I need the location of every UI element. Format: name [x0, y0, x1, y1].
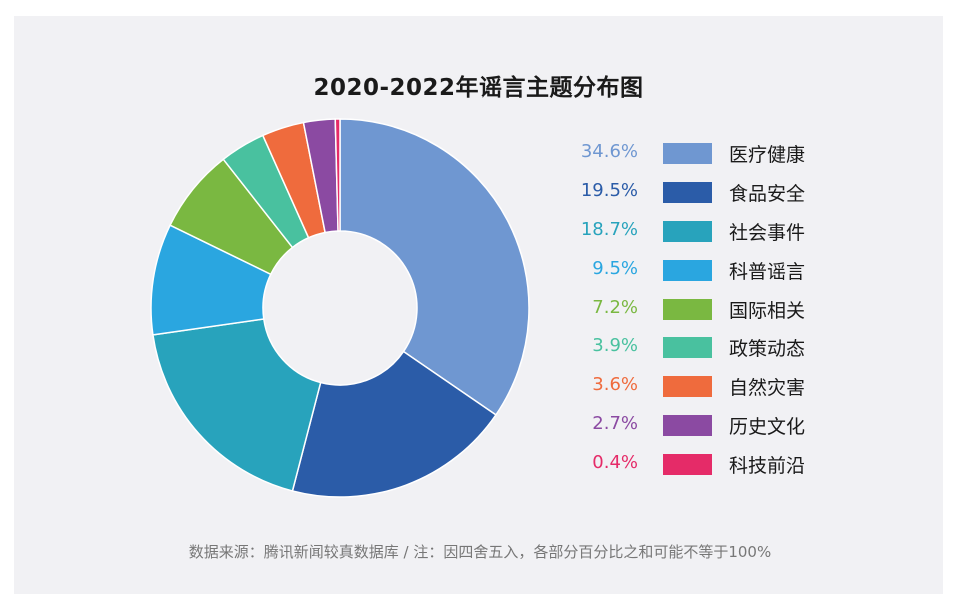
- chart-legend: 34.6% 医疗健康 19.5% 食品安全 18.7% 社会事件 9.5% 科普谣言 7.2% 国…: [560, 139, 860, 489]
- legend-percentage: 19.5%: [580, 179, 638, 201]
- legend-item: 9.5% 科普谣言: [560, 256, 860, 295]
- legend-percentage: 18.7%: [580, 218, 638, 240]
- legend-label: 食品安全: [729, 182, 806, 205]
- legend-swatch: [663, 181, 712, 203]
- donut-slice-1: [339, 118, 530, 416]
- legend-swatch: [663, 220, 712, 242]
- legend-percentage: 3.6%: [592, 374, 638, 396]
- legend-swatch: [663, 415, 712, 437]
- legend-percentage: 9.5%: [592, 257, 638, 279]
- legend-item: 3.9% 政策动态: [560, 333, 860, 372]
- legend-label: 科普谣言: [729, 260, 806, 283]
- legend-item: 3.6% 自然灾害: [560, 372, 860, 411]
- legend-label: 科技前沿: [729, 455, 806, 478]
- legend-swatch: [663, 337, 712, 359]
- legend-item: 18.7% 社会事件: [560, 217, 860, 256]
- legend-swatch: [663, 259, 712, 281]
- donut-slice-3: [152, 318, 322, 492]
- legend-label: 国际相关: [729, 299, 806, 322]
- legend-label: 医疗健康: [729, 144, 806, 166]
- legend-item: 0.4% 科技前沿: [560, 450, 860, 489]
- legend-item: 7.2% 国际相关: [560, 295, 860, 334]
- legend-swatch: [663, 298, 712, 320]
- legend-swatch: [663, 454, 712, 476]
- legend-swatch: [663, 143, 712, 164]
- legend-label: 自然灾害: [729, 377, 806, 400]
- legend-label: 政策动态: [729, 338, 806, 361]
- legend-item: 2.7% 历史文化: [560, 411, 860, 450]
- legend-label: 社会事件: [729, 221, 806, 244]
- chart-title: 2020-2022年谣言主题分布图: [313, 75, 644, 101]
- donut-slice-2: [291, 350, 497, 498]
- legend-percentage: 34.6%: [580, 141, 638, 162]
- source-footnote: 数据来源：腾讯新闻较真数据库 / 注：因四舍五入，各部分百分比之和可能不等于10…: [188, 543, 772, 561]
- donut-chart: [150, 118, 530, 498]
- legend-percentage: 2.7%: [592, 413, 638, 435]
- legend-percentage: 3.9%: [592, 335, 638, 357]
- legend-swatch: [663, 376, 712, 398]
- legend-item: 34.6% 医疗健康: [560, 139, 860, 178]
- legend-label: 历史文化: [729, 416, 806, 439]
- legend-percentage: 7.2%: [592, 296, 638, 318]
- legend-item: 19.5% 食品安全: [560, 178, 860, 217]
- legend-percentage: 0.4%: [592, 452, 638, 474]
- donut-slice-9: [334, 118, 341, 232]
